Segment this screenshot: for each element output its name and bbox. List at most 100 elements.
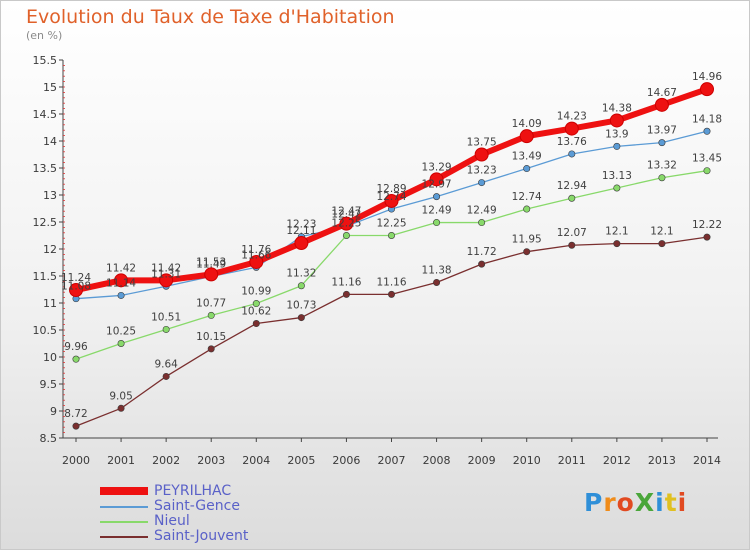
data-label: 10.25 — [106, 326, 136, 338]
data-point — [384, 193, 399, 208]
data-point — [252, 300, 260, 308]
data-point — [568, 194, 576, 202]
data-label: 11.31 — [151, 268, 181, 280]
data-label: 12.22 — [692, 219, 722, 231]
data-label: 13.32 — [647, 160, 677, 172]
data-label: 13.49 — [512, 151, 542, 163]
x-tick-label: 2007 — [378, 454, 406, 467]
legend-label: PEYRILHAC — [154, 483, 232, 499]
x-tick-label: 2006 — [332, 454, 360, 467]
legend-label: Saint-Gence — [154, 498, 240, 514]
data-label: 9.05 — [109, 390, 132, 402]
data-point — [297, 314, 305, 322]
y-tick-label: 9.5 — [40, 378, 58, 391]
data-point — [162, 372, 170, 380]
data-point — [523, 165, 531, 173]
data-point — [252, 320, 260, 328]
data-point — [523, 205, 531, 213]
data-label: 14.38 — [602, 102, 632, 114]
y-tick-label: 13 — [43, 189, 57, 202]
data-label: 12.49 — [422, 205, 452, 217]
data-point — [613, 184, 621, 192]
x-tick-label: 2002 — [152, 454, 180, 467]
data-point — [387, 232, 395, 240]
data-label: 11.16 — [331, 276, 361, 288]
legend-label: Saint-Jouvent — [154, 528, 249, 544]
data-label: 11.08 — [61, 281, 91, 293]
legend-swatch — [100, 487, 148, 495]
data-point — [568, 150, 576, 158]
data-label: 13.13 — [602, 170, 632, 182]
data-point — [339, 216, 354, 231]
data-label: 8.72 — [64, 408, 87, 420]
y-tick-label: 12 — [43, 243, 57, 256]
data-label: 13.29 — [422, 161, 452, 173]
data-label: 12.74 — [376, 191, 406, 203]
x-tick-label: 2011 — [558, 454, 586, 467]
data-point — [478, 260, 486, 268]
data-label: 13.23 — [467, 165, 497, 177]
brand-letter: i — [677, 488, 688, 517]
data-label: 12.47 — [331, 206, 361, 218]
y-tick-label: 13.5 — [33, 162, 58, 175]
data-label: 11.16 — [376, 276, 406, 288]
data-label: 12.74 — [512, 191, 542, 203]
data-label: 11.72 — [467, 246, 497, 258]
data-point — [342, 290, 350, 298]
data-label: 12.49 — [467, 205, 497, 217]
data-label: 13.97 — [647, 125, 677, 137]
data-label: 11.14 — [106, 277, 136, 289]
data-point — [474, 147, 489, 162]
data-point — [69, 283, 83, 298]
chart-title: Evolution du Taux de Taxe d'Habitation — [26, 6, 395, 28]
data-point — [703, 127, 711, 135]
data-point — [117, 404, 125, 412]
data-label: 14.96 — [692, 71, 722, 83]
data-point — [658, 139, 666, 147]
data-label: 13.76 — [557, 136, 587, 148]
data-label: 12.42 — [331, 208, 361, 220]
data-point — [523, 248, 531, 256]
y-tick-label: 8.5 — [40, 432, 58, 445]
data-point — [478, 179, 486, 187]
y-tick-label: 14 — [43, 135, 57, 148]
y-tick-label: 11 — [43, 297, 57, 310]
data-point — [387, 290, 395, 298]
data-point — [433, 278, 441, 286]
data-label: 12.11 — [286, 225, 316, 237]
x-tick-label: 2014 — [693, 454, 721, 467]
data-label: 11.24 — [61, 272, 91, 284]
data-point — [249, 254, 264, 269]
data-label: 14.09 — [512, 118, 542, 130]
data-label: 12.1 — [605, 226, 628, 238]
x-tick-label: 2004 — [242, 454, 270, 467]
data-point — [433, 219, 441, 227]
y-tick-label: 11.5 — [33, 270, 58, 283]
data-point — [159, 273, 174, 288]
data-label: 12.23 — [286, 219, 316, 231]
legend-swatch — [100, 536, 148, 538]
data-point — [658, 174, 666, 182]
data-point — [703, 233, 711, 241]
data-label: 11.66 — [241, 249, 271, 261]
data-point — [297, 282, 305, 290]
data-label: 12.97 — [422, 179, 452, 191]
data-label: 11.53 — [196, 256, 226, 268]
data-label: 11.76 — [241, 244, 271, 256]
y-tick-label: 15.5 — [33, 54, 58, 67]
data-label: 12.1 — [650, 226, 673, 238]
data-label: 13.9 — [605, 128, 628, 140]
data-point — [564, 121, 579, 136]
brand-letter: o — [616, 488, 635, 517]
x-tick-label: 2003 — [197, 454, 225, 467]
y-tick-label: 10.5 — [33, 324, 58, 337]
x-tick-label: 2010 — [513, 454, 541, 467]
x-tick-label: 2001 — [107, 454, 135, 467]
data-point — [613, 240, 621, 248]
data-point — [162, 325, 170, 333]
brand-logo: ProXiti — [584, 488, 687, 517]
data-label: 10.99 — [241, 286, 271, 298]
data-label: 12.25 — [331, 218, 361, 230]
data-point — [433, 193, 441, 201]
